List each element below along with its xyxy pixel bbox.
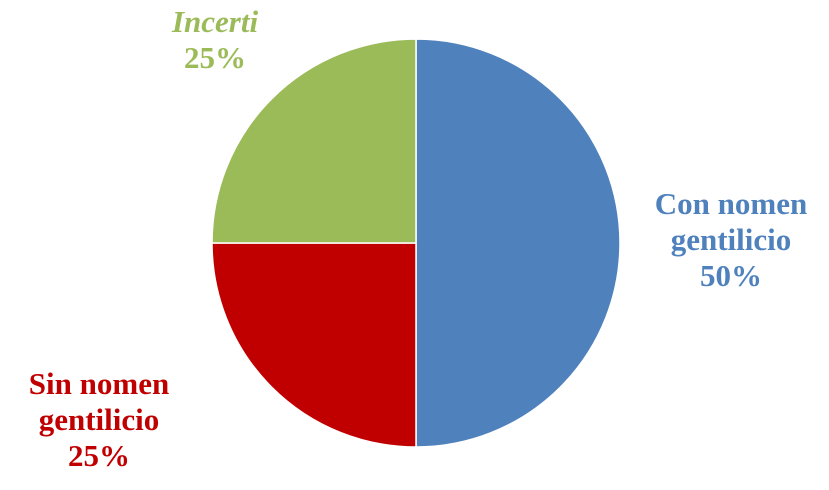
slice-label-line: gentilicio	[38, 402, 160, 437]
slice-label-line: Incerti	[171, 4, 259, 39]
pie-slices	[211, 38, 621, 448]
data-label-incerti: Incerti 25%	[140, 4, 290, 76]
slice-label-line: Sin nomen	[28, 366, 170, 401]
slice-value-label: 50%	[700, 258, 762, 293]
data-label-sin-nomen-gentilicio: Sin nomen gentilicio 25%	[4, 366, 194, 474]
pie-slice-incerti	[211, 38, 417, 244]
slice-label-line: gentilicio	[670, 222, 792, 257]
slice-label-line: Con nomen	[654, 186, 808, 221]
pie-slice-sin-nomen-gentilicio	[211, 242, 417, 448]
slice-value-label: 25%	[68, 438, 130, 473]
data-label-con-nomen-gentilicio: Con nomen gentilicio 50%	[636, 186, 826, 294]
pie-slice-con-nomen-gentilicio	[415, 38, 621, 448]
slice-value-label: 25%	[184, 40, 246, 75]
